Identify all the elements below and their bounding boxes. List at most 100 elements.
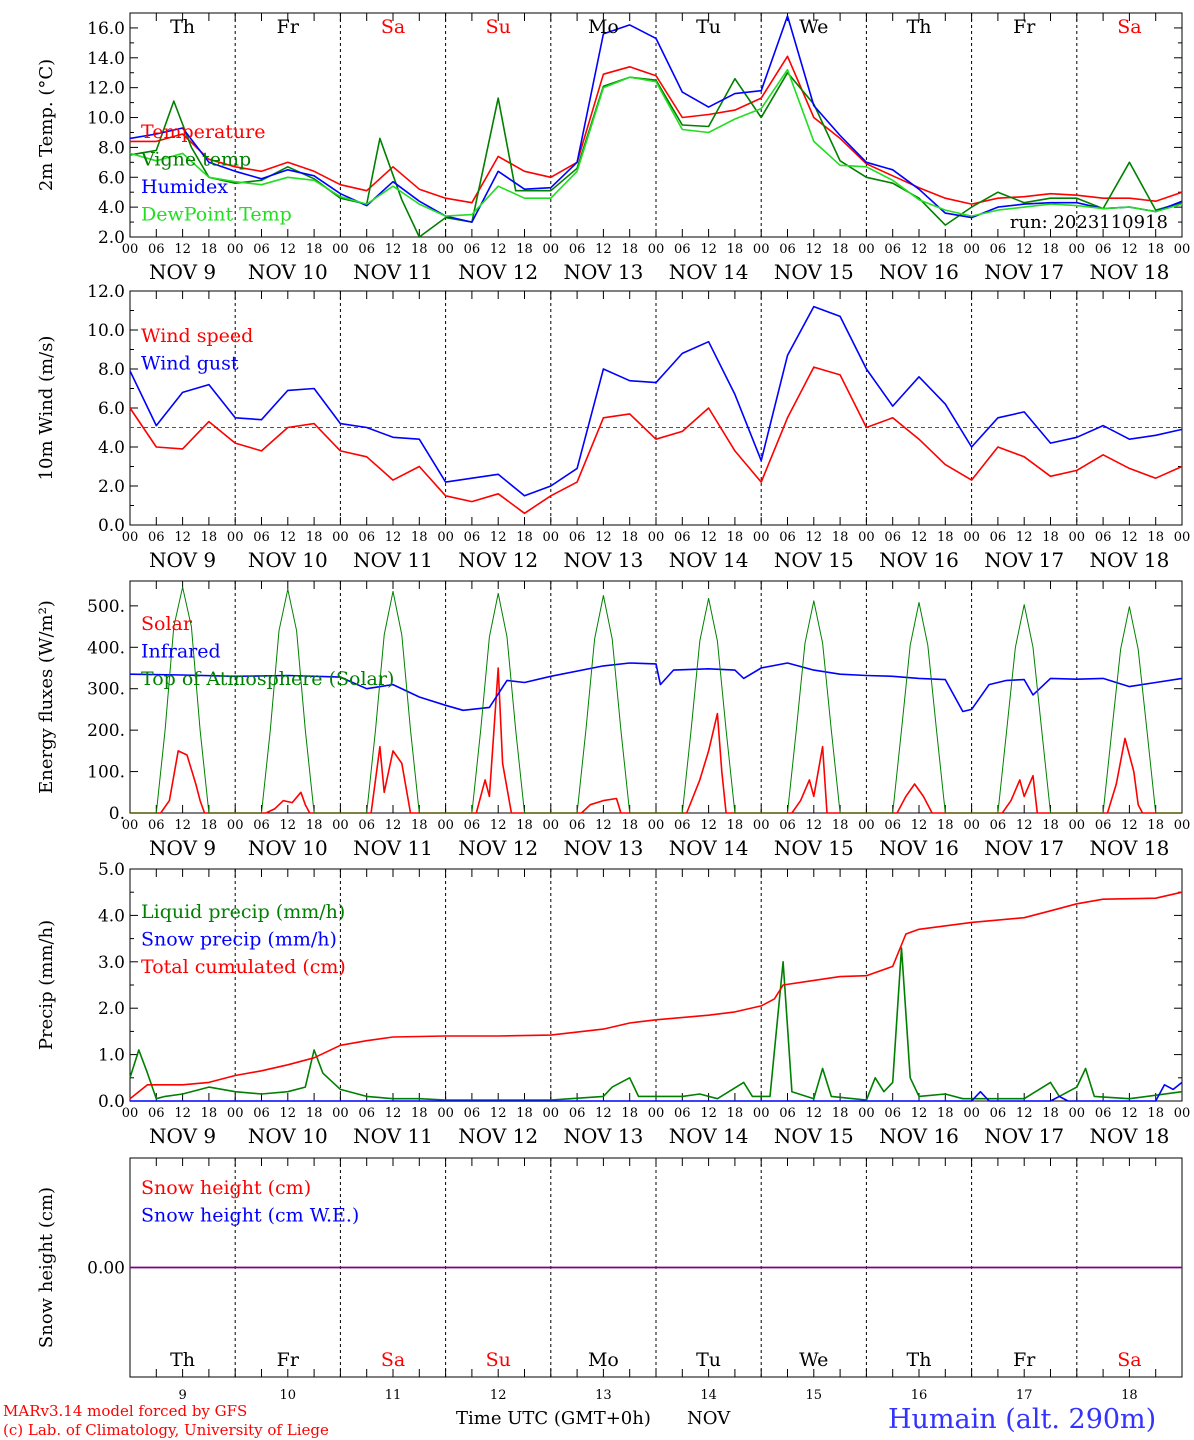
hour-tick-label: 18 (937, 530, 954, 545)
y-tick-label: 0.0 (98, 1092, 125, 1112)
hour-tick-label: 00 (753, 1106, 770, 1121)
hour-tick-label: 00 (963, 1106, 980, 1121)
hour-tick-label: 00 (332, 818, 349, 833)
hour-tick-label: 00 (1069, 818, 1086, 833)
hour-tick-label: 18 (306, 530, 323, 545)
hour-tick-label: 18 (1042, 530, 1059, 545)
hour-tick-label: 06 (569, 1106, 586, 1121)
y-tick-label: 1.0 (98, 1046, 125, 1066)
hour-tick-label: 00 (122, 1106, 139, 1121)
day-number: 14 (700, 1388, 717, 1403)
hour-tick-label: 18 (201, 242, 218, 257)
hour-tick-label: 00 (963, 242, 980, 257)
day-number: 13 (595, 1388, 612, 1403)
hour-tick-label: 18 (1042, 818, 1059, 833)
date-label: NOV 14 (669, 260, 749, 284)
hour-tick-label: 00 (437, 1106, 454, 1121)
hour-tick-label: 12 (806, 530, 823, 545)
day-name: Tu (696, 16, 721, 38)
date-label: NOV 14 (669, 548, 749, 572)
hour-tick-label: 18 (411, 530, 428, 545)
hour-tick-label: 00 (543, 242, 560, 257)
legend-entry-blue: Humidex (141, 176, 228, 198)
series-line-red (129, 366, 1183, 515)
hour-tick-label: 00 (753, 530, 770, 545)
hour-tick-label: 06 (779, 242, 796, 257)
hour-tick-label: 12 (806, 818, 823, 833)
credit-model: MARv3.14 model forced by GFS (3, 1402, 247, 1420)
date-label: NOV 13 (564, 836, 644, 860)
hour-tick-label: 06 (884, 242, 901, 257)
hour-tick-label: 00 (858, 1106, 875, 1121)
hour-tick-label: 12 (385, 818, 402, 833)
y-tick-label: 400. (87, 638, 125, 658)
hour-tick-label: 12 (174, 1106, 191, 1121)
hour-tick-label: 12 (806, 242, 823, 257)
series-line-blue (129, 305, 1183, 497)
y-tick-label: 0.00 (87, 1259, 125, 1279)
hour-tick-label: 12 (1016, 242, 1033, 257)
panel-4: 0.0 1.0 2.0 3.0 4.0 5.0 Precip (mm/h) Liquid pr… (36, 860, 1190, 1148)
hour-tick-label: 18 (1147, 818, 1164, 833)
hour-tick-label: 06 (674, 1106, 691, 1121)
hour-tick-label: 00 (122, 242, 139, 257)
day-name: Sa (1117, 1349, 1141, 1371)
date-label: NOV 15 (774, 260, 854, 284)
day-name: We (799, 1349, 828, 1371)
hour-tick-label: 18 (516, 242, 533, 257)
hour-tick-label: 12 (1121, 242, 1138, 257)
hour-tick-label: 00 (1069, 530, 1086, 545)
hour-tick-label: 12 (490, 242, 507, 257)
hour-tick-label: 06 (990, 530, 1007, 545)
hour-tick-label: 18 (727, 242, 744, 257)
day-number: 12 (490, 1388, 507, 1403)
hour-tick-label: 12 (385, 242, 402, 257)
hour-tick-label: 00 (963, 818, 980, 833)
panel-2: 0.0 2.0 4.0 6.0 8.0 10.0 12.0 10m Wind (m/s) Win… (36, 282, 1190, 572)
hour-tick-label: 18 (306, 1106, 323, 1121)
legend-entry-green: Liquid precip (mm/h) (141, 901, 345, 923)
date-label: NOV 16 (879, 548, 959, 572)
date-label: NOV 14 (669, 1124, 749, 1148)
hour-tick-label: 00 (332, 530, 349, 545)
station-title: Humain (alt. 290m) (888, 1404, 1156, 1435)
y-axis-title: Energy fluxes (W/m²) (36, 600, 57, 794)
hour-tick-label: 06 (253, 530, 270, 545)
date-label: NOV 12 (458, 836, 538, 860)
hour-tick-label: 18 (621, 530, 638, 545)
hour-tick-label: 18 (411, 818, 428, 833)
hour-tick-label: 00 (648, 530, 665, 545)
hour-tick-label: 18 (832, 1106, 849, 1121)
hour-tick-label: 18 (1042, 242, 1059, 257)
date-label: NOV 18 (1090, 836, 1170, 860)
day-number: 10 (280, 1388, 297, 1403)
hour-tick-label: 12 (1121, 530, 1138, 545)
day-name: We (799, 16, 828, 38)
hour-tick-label: 00 (858, 242, 875, 257)
day-name: Sa (1117, 16, 1141, 38)
hour-tick-label: 06 (674, 242, 691, 257)
date-label: NOV 16 (879, 836, 959, 860)
date-label: NOV 10 (248, 836, 328, 860)
day-name: Sa (381, 16, 405, 38)
hour-tick-label: 18 (306, 242, 323, 257)
credit-lab: (c) Lab. of Climatology, University of L… (3, 1421, 329, 1439)
legend-entry-blue: Infrared (141, 641, 221, 663)
y-tick-label: 12.0 (87, 79, 125, 99)
date-label: NOV 16 (879, 1124, 959, 1148)
hour-tick-label: 12 (1016, 530, 1033, 545)
hour-tick-label: 18 (411, 1106, 428, 1121)
date-label: NOV 13 (564, 548, 644, 572)
hour-tick-label: 12 (490, 818, 507, 833)
hour-tick-label: 06 (148, 530, 165, 545)
hour-tick-label: 12 (1016, 818, 1033, 833)
series-line-blue (129, 662, 1183, 713)
day-number: 9 (178, 1388, 186, 1403)
panel-3: 0. 100. 200. 300. 400. 500. Energy fluxes (W/m… (36, 580, 1190, 860)
hour-tick-label: 18 (937, 818, 954, 833)
date-label: NOV 11 (353, 1124, 433, 1148)
hour-tick-label: 12 (1016, 1106, 1033, 1121)
hour-tick-label: 12 (595, 242, 612, 257)
date-label: NOV 16 (879, 260, 959, 284)
